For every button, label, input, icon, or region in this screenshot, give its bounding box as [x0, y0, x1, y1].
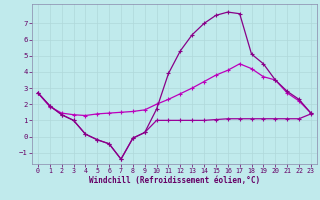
X-axis label: Windchill (Refroidissement éolien,°C): Windchill (Refroidissement éolien,°C)	[89, 176, 260, 185]
